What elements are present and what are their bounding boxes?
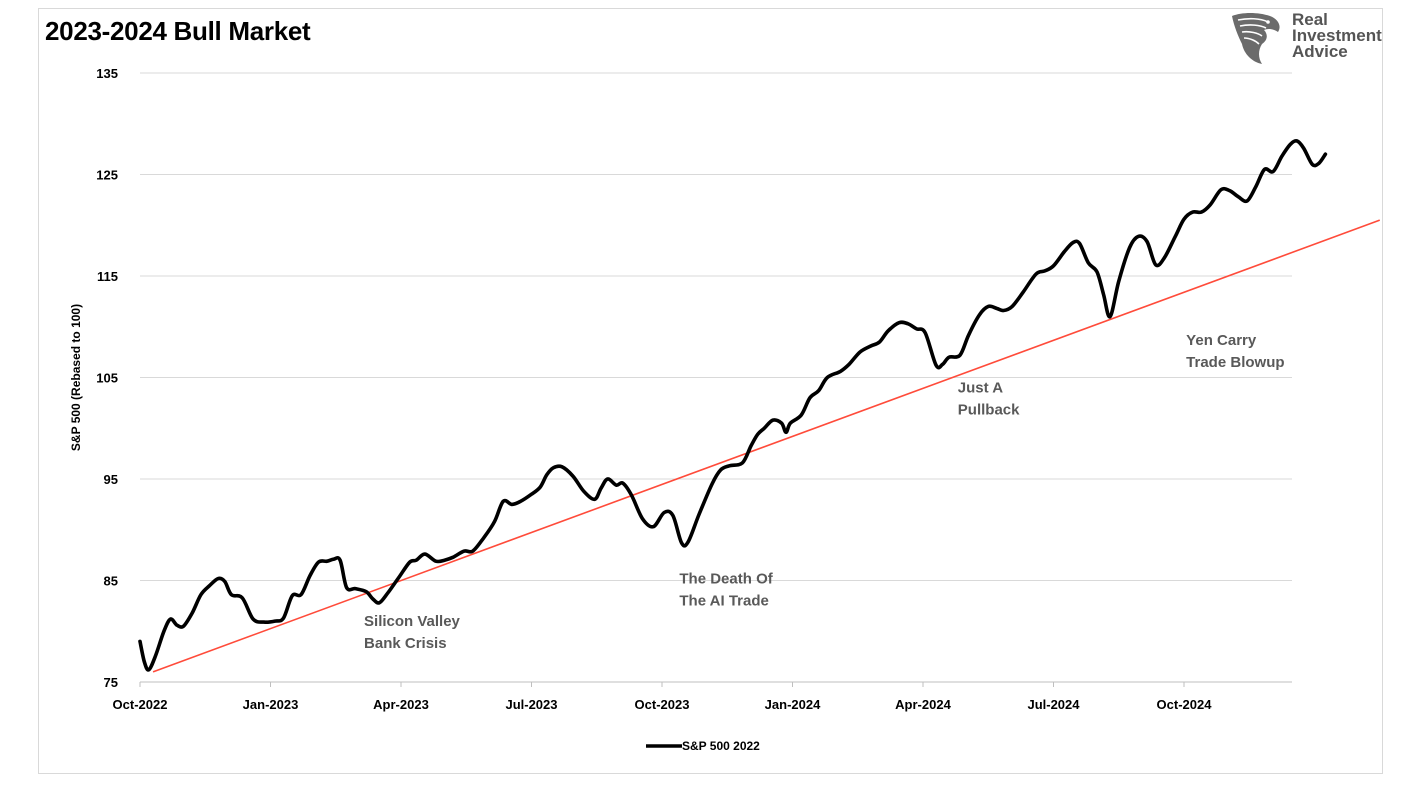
annotation-label: Yen Carry Trade Blowup (1186, 332, 1284, 371)
logo-wordmark: Real Investment Advice (1292, 10, 1382, 61)
annotation-line: The AI Trade (679, 593, 768, 610)
y-tick-label: 135 (96, 66, 118, 81)
logo-line-2: Investment (1292, 26, 1382, 45)
real-investment-advice-logo: Real Investment Advice (1228, 10, 1388, 68)
logo-line-1: Real (1292, 10, 1328, 29)
x-tick-label: Oct-2024 (1157, 697, 1213, 712)
annotation-line: Silicon Valley (364, 613, 461, 630)
y-tick-label: 115 (97, 269, 118, 284)
annotation-label: The Death Of The AI Trade (679, 571, 773, 610)
annotation-line: Just A (958, 380, 1003, 397)
annotation-line: The Death Of (679, 571, 773, 588)
legend-label: S&P 500 2022 (682, 739, 760, 753)
x-tick-label: Oct-2022 (113, 697, 168, 712)
x-tick-label: Jan-2024 (765, 697, 821, 712)
annotation-line: Trade Blowup (1186, 354, 1284, 371)
annotation-line: Pullback (958, 402, 1020, 419)
y-tick-label: 125 (96, 168, 118, 183)
x-tick-label: Apr-2023 (373, 697, 429, 712)
annotation-label: Just A Pullback (958, 380, 1020, 419)
y-axis-title: S&P 500 (Rebased to 100) (69, 304, 83, 451)
logo-line-3: Advice (1292, 42, 1348, 61)
y-tick-label: 95 (104, 472, 118, 487)
annotation-line: Bank Crisis (364, 635, 447, 652)
x-tick-label: Jan-2023 (243, 697, 299, 712)
annotation-line: Yen Carry (1186, 332, 1257, 349)
x-tick-label: Jul-2024 (1027, 697, 1080, 712)
trend-line (152, 219, 1381, 673)
chart-frame (38, 8, 1383, 774)
annotation-label: Silicon Valley Bank Crisis (364, 613, 461, 652)
y-tick-label: 85 (104, 574, 118, 589)
y-tick-label: 75 (104, 675, 118, 690)
series-line-sp500-2022 (138, 139, 1328, 672)
y-tick-label: 105 (96, 371, 118, 386)
chart-title: 2023-2024 Bull Market (45, 16, 311, 46)
eagle-head-icon (1232, 13, 1280, 64)
x-tick-label: Jul-2023 (505, 697, 557, 712)
x-tick-label: Apr-2024 (895, 697, 951, 712)
x-tick-label: Oct-2023 (635, 697, 690, 712)
